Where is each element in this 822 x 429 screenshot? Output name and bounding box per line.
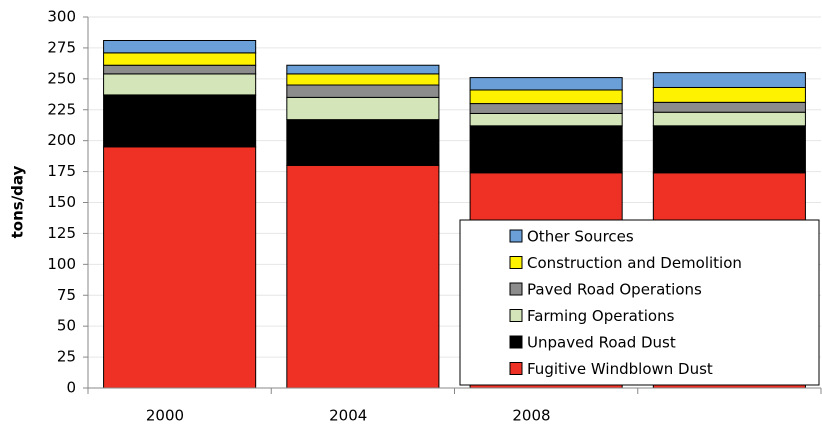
legend-swatch (509, 256, 523, 269)
bar-segment (652, 101, 806, 113)
y-tick-label: 175 (47, 162, 76, 180)
bar-segment (286, 64, 440, 75)
bar-segment (103, 146, 257, 389)
legend-label: Unpaved Road Dust (527, 334, 676, 352)
bar-segment (652, 86, 806, 103)
bar-segment (286, 84, 440, 98)
bar-segment (103, 52, 257, 66)
y-tick-label: 25 (57, 348, 76, 366)
y-tick-label: 300 (47, 8, 76, 26)
y-tick-label: 50 (57, 317, 76, 335)
legend-swatch (509, 362, 523, 375)
y-axis-label: tons/day (9, 165, 27, 238)
x-tick-label: 2004 (329, 407, 367, 425)
y-tick-label: 250 (47, 69, 76, 87)
y-tick-label: 275 (47, 38, 76, 56)
legend-box (459, 219, 820, 386)
bar-segment (103, 39, 257, 54)
bar-segment (286, 119, 440, 166)
bar-segment (469, 89, 623, 105)
bar-segment (103, 94, 257, 148)
y-tick-label: 150 (47, 193, 76, 211)
y-tick-label: 125 (47, 224, 76, 242)
bar-segment (103, 73, 257, 96)
bar-segment (469, 125, 623, 174)
y-tick-label: 100 (47, 255, 76, 273)
legend-label: Farming Operations (527, 307, 675, 325)
bar-segment (469, 112, 623, 127)
y-tick-label: 225 (47, 100, 76, 118)
legend-label: Other Sources (527, 228, 634, 246)
legend-label: Paved Road Operations (527, 281, 702, 299)
bar-segment (652, 111, 806, 127)
legend-label: Construction and Demolition (527, 254, 742, 272)
bar-segment (469, 77, 623, 91)
legend-label: Fugitive Windblown Dust (527, 360, 713, 378)
legend-swatch (509, 282, 523, 296)
legend-swatch (509, 309, 523, 322)
bar-segment (652, 72, 806, 88)
y-tick-label: 0 (66, 379, 76, 397)
bar-segment (652, 125, 806, 174)
bar-segment (469, 103, 623, 114)
bar-segment (286, 96, 440, 121)
legend-swatch (509, 335, 523, 349)
x-tick-label: 2008 (512, 407, 550, 425)
legend-swatch (509, 229, 523, 243)
bar-segment (286, 164, 440, 389)
y-tick-label: 75 (57, 286, 76, 304)
bar-segment (286, 73, 440, 86)
x-tick-label: 2000 (146, 407, 184, 425)
y-tick-label: 200 (47, 131, 76, 149)
bar-segment (103, 64, 257, 75)
